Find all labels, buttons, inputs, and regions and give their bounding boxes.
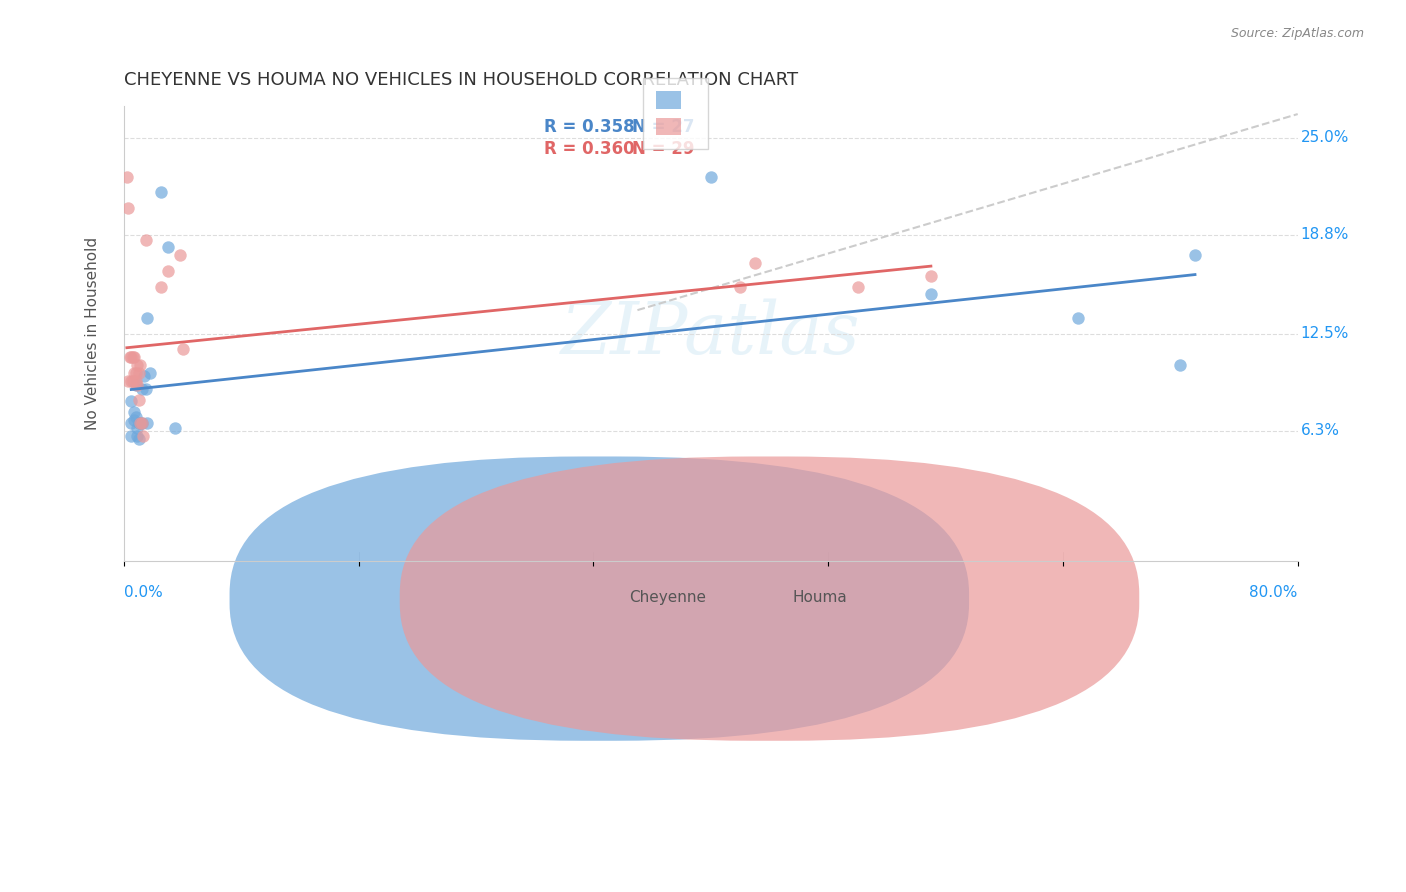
Point xyxy=(128,392,150,407)
Point xyxy=(124,409,146,424)
Point xyxy=(1066,310,1088,325)
Point xyxy=(131,416,153,430)
Text: Houma: Houma xyxy=(793,590,848,605)
Point xyxy=(122,350,145,364)
Point xyxy=(132,428,155,442)
Point xyxy=(117,374,139,388)
Point xyxy=(169,248,191,262)
Text: 6.3%: 6.3% xyxy=(1301,424,1340,438)
Legend: , : , xyxy=(643,78,709,150)
Text: N = 27: N = 27 xyxy=(633,118,695,136)
Text: 25.0%: 25.0% xyxy=(1301,130,1348,145)
Point xyxy=(120,428,142,442)
Point xyxy=(1170,358,1192,372)
Text: CHEYENNE VS HOUMA NO VEHICLES IN HOUSEHOLD CORRELATION CHART: CHEYENNE VS HOUMA NO VEHICLES IN HOUSEHO… xyxy=(124,71,799,89)
Point xyxy=(139,366,162,380)
Point xyxy=(120,416,142,430)
Point xyxy=(846,279,869,293)
Point xyxy=(127,378,149,392)
Text: 12.5%: 12.5% xyxy=(1301,326,1348,341)
Point xyxy=(121,374,143,388)
Y-axis label: No Vehicles in Household: No Vehicles in Household xyxy=(86,237,100,430)
FancyBboxPatch shape xyxy=(399,457,1139,740)
Text: 80.0%: 80.0% xyxy=(1250,584,1298,599)
Point xyxy=(920,287,942,301)
Text: 18.8%: 18.8% xyxy=(1301,227,1348,243)
Point xyxy=(134,369,156,384)
Point xyxy=(120,350,142,364)
Text: N = 29: N = 29 xyxy=(633,140,695,159)
Point xyxy=(124,374,146,388)
FancyBboxPatch shape xyxy=(229,457,969,740)
Point xyxy=(115,169,138,184)
Point xyxy=(117,201,139,215)
Point xyxy=(129,416,152,430)
Point xyxy=(128,366,150,380)
Point xyxy=(149,186,172,200)
Text: R = 0.360: R = 0.360 xyxy=(544,140,634,159)
Point xyxy=(156,264,179,278)
Point xyxy=(122,405,145,419)
Point xyxy=(135,233,157,247)
Point xyxy=(127,428,149,442)
Point xyxy=(131,382,153,396)
Point xyxy=(128,432,150,446)
Text: ZIPatlas: ZIPatlas xyxy=(561,299,860,369)
Text: R = 0.358: R = 0.358 xyxy=(544,118,634,136)
Point xyxy=(165,421,187,435)
Point xyxy=(136,310,159,325)
Point xyxy=(118,350,141,364)
Point xyxy=(124,378,146,392)
Point xyxy=(1184,248,1206,262)
Point xyxy=(700,169,723,184)
Point xyxy=(744,256,766,270)
Point xyxy=(128,416,150,430)
Point xyxy=(136,416,159,430)
Point xyxy=(127,421,149,435)
Point xyxy=(131,416,153,430)
Point xyxy=(121,350,143,364)
Point xyxy=(149,279,172,293)
Point xyxy=(172,343,194,357)
Point xyxy=(127,358,149,372)
Text: 0.0%: 0.0% xyxy=(124,584,163,599)
Point xyxy=(135,382,157,396)
Point xyxy=(122,366,145,380)
Point xyxy=(156,240,179,254)
Point xyxy=(129,416,152,430)
Text: Cheyenne: Cheyenne xyxy=(628,590,706,605)
Point xyxy=(122,413,145,427)
Point xyxy=(728,279,751,293)
Point xyxy=(120,394,142,409)
Point xyxy=(120,374,142,388)
Point xyxy=(124,366,146,380)
Point xyxy=(129,358,152,372)
Text: Source: ZipAtlas.com: Source: ZipAtlas.com xyxy=(1230,27,1364,40)
Point xyxy=(920,268,942,283)
